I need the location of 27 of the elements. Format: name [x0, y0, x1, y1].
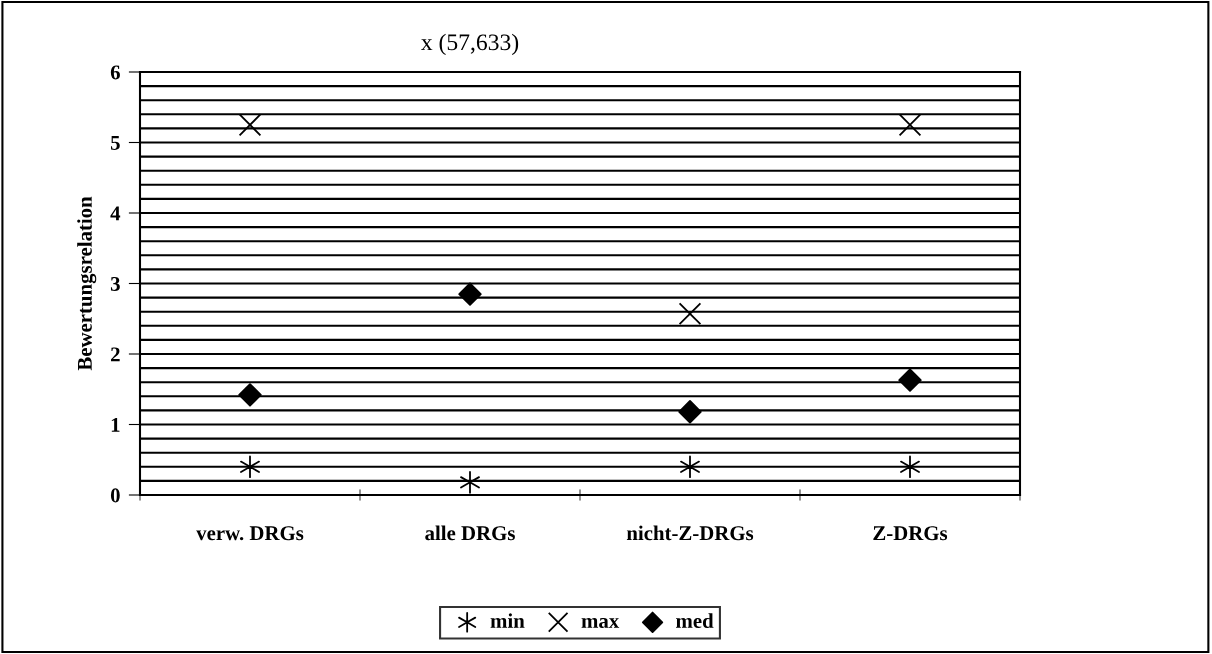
point: [678, 400, 702, 424]
point: [238, 383, 262, 407]
legend-label: min: [490, 613, 525, 628]
y-tick-label: 4: [110, 206, 121, 221]
y-tick-label: 0: [110, 488, 120, 503]
point: [900, 455, 920, 479]
legend-label: max: [581, 617, 620, 628]
y-axis-title: Bewertungsrelation: [77, 196, 97, 371]
point: [680, 455, 700, 479]
point: [458, 282, 482, 306]
x-tick-label: verw. DRGs: [196, 526, 304, 541]
y-tick-label: 5: [110, 136, 120, 150]
text: x (57,633): [421, 33, 519, 56]
legend-label: med: [676, 613, 714, 628]
point: [898, 368, 922, 392]
y-tick-label: 1: [111, 417, 120, 432]
y-tick-label: 2: [111, 347, 120, 362]
y-tick-label: 6: [110, 65, 120, 80]
point: [898, 113, 922, 137]
point: [460, 470, 480, 494]
point: [678, 302, 702, 326]
x-tick-label: alle DRGs: [425, 525, 515, 541]
point: [240, 455, 260, 479]
x-tick-label: nicht-Z-DRGs: [626, 525, 754, 541]
point: [238, 113, 262, 137]
x-tick-label: Z-DRGs: [873, 526, 948, 541]
y-tick-label: 3: [110, 276, 120, 291]
